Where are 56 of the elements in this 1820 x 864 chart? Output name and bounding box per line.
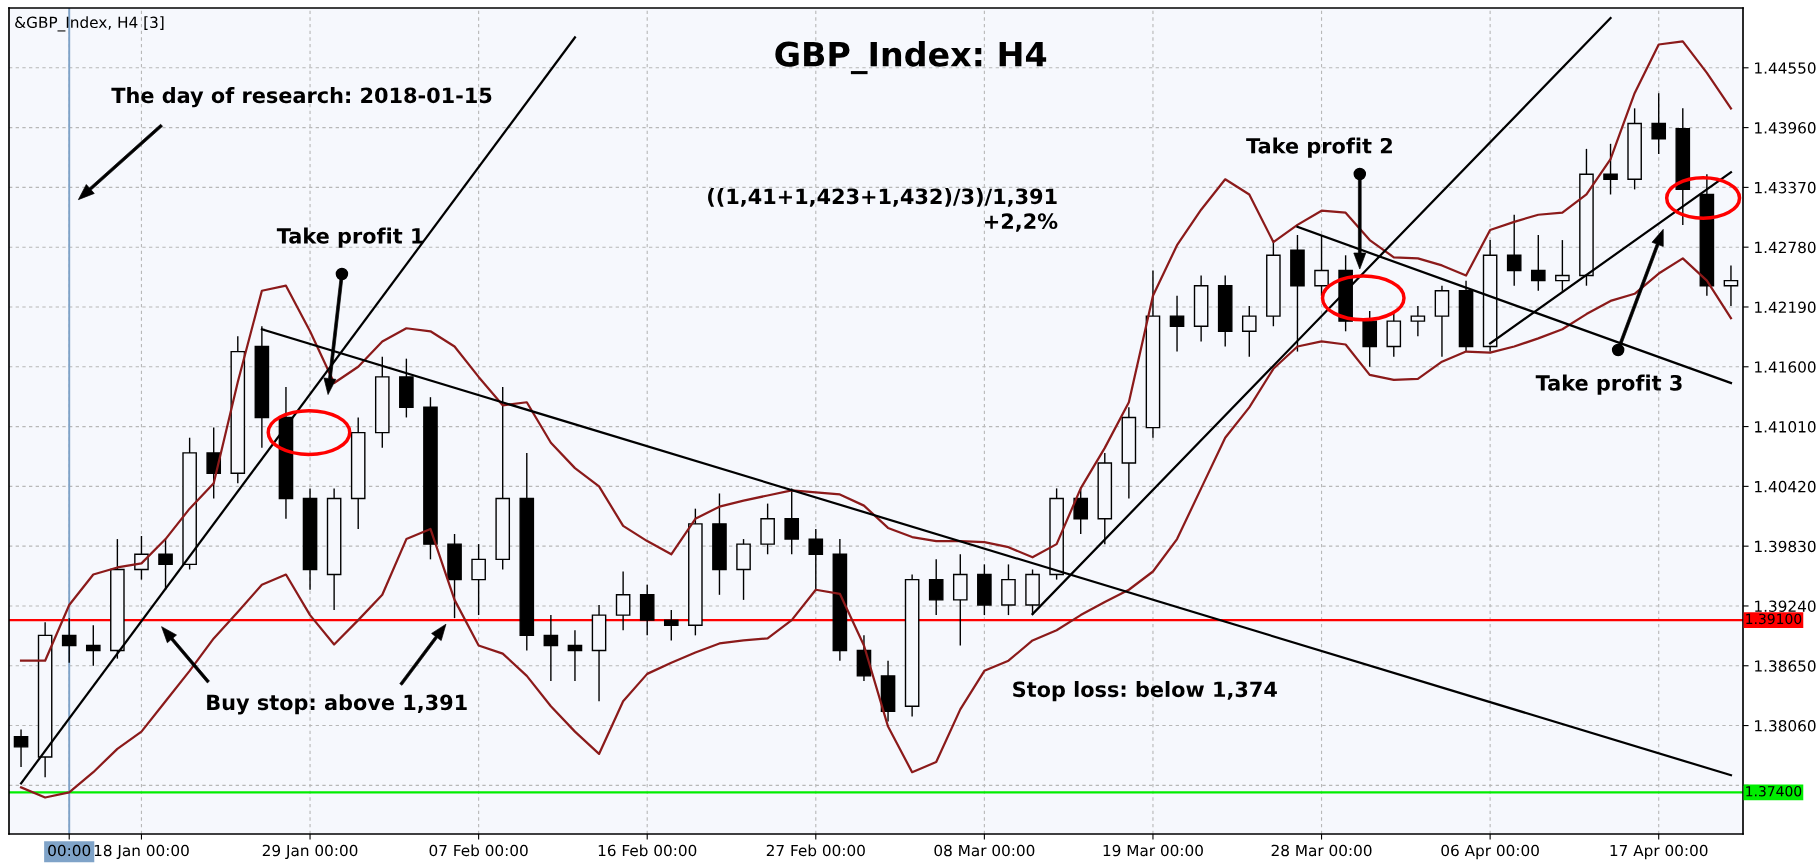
x-tick-label: 07 Feb 00:00 [429,844,528,857]
annotation: Take profit 2 [1246,137,1392,158]
candlestick [61,617,77,664]
y-tick-label: 1.41600 [1755,361,1816,373]
x-tick-label: 17 Apr 00:00 [1610,844,1708,860]
candlestick [1603,143,1618,196]
candlestick [543,614,559,682]
annotation: ((1,41+1,423+1,432)/3)/1,391 +2,2% [708,188,1058,232]
candlestick [567,629,583,682]
candlestick [1410,305,1426,338]
candlestick [85,624,101,667]
candlestick [1506,214,1522,287]
annotation: Buy stop: above 1,391 [207,694,467,715]
ref-line-label: 1.39100 [1746,613,1802,625]
candlestick [1530,234,1546,292]
y-tick-label: 1.44550 [1755,62,1816,74]
candlestick [1241,305,1257,358]
candlestick [808,528,824,591]
text: &GBP_Index, H4 [3] [15,16,164,32]
x-tick-label: 18 Jan 00:00 [94,844,189,860]
x-tick-label: 08 Mar 00:00 [934,844,1035,857]
y-tick-label: 1.38650 [1755,660,1816,672]
candlestick [1651,92,1667,155]
candlestick [928,558,944,616]
annotation: Stop loss: below 1,374 [1013,681,1277,702]
y-tick-label: 1.39240 [1755,600,1816,612]
x-tick-label: 29 Jan 00:00 [262,844,358,860]
y-tick-label: 1.43370 [1755,181,1816,194]
y-tick-label: 1.38060 [1755,720,1816,732]
candlestick [663,609,679,642]
ref-line-label: 1.37400 [1746,785,1802,797]
line-series [19,40,1733,662]
x-tick-label: 06 Apr 00:00 [1441,844,1539,860]
annotation: The day of research: 2018-01-15 [111,87,492,108]
y-tick-label: 1.40420 [1755,480,1816,493]
annotation: Take profit 3 [1535,374,1682,395]
y-tick-label: 1.43960 [1755,122,1816,134]
candlestick [1169,295,1185,353]
y-tick-label: 1.41010 [1755,421,1816,433]
candlestick [471,543,486,616]
candlestick [1555,239,1570,292]
x-tick-label: 27 Feb 00:00 [766,844,865,857]
y-tick-label: 1.42780 [1755,241,1816,254]
x-tick-label: 00:00 [48,844,91,857]
y-tick-label: 1.39830 [1755,540,1816,553]
x-tick-label: 28 Mar 00:00 [1271,844,1372,857]
candlestick [13,728,29,768]
x-tick-label: 19 Mar 00:00 [1103,844,1203,857]
text: GBP_Index: H4 [775,40,1047,75]
candlestick [1723,264,1739,307]
x-tick-label: 16 Feb 00:00 [598,844,697,857]
y-tick-label: 1.42190 [1755,301,1816,313]
annotation: Take profit 1 [276,227,424,248]
candlestick [615,570,631,631]
line-series [19,257,1733,799]
candlestick [784,487,800,555]
